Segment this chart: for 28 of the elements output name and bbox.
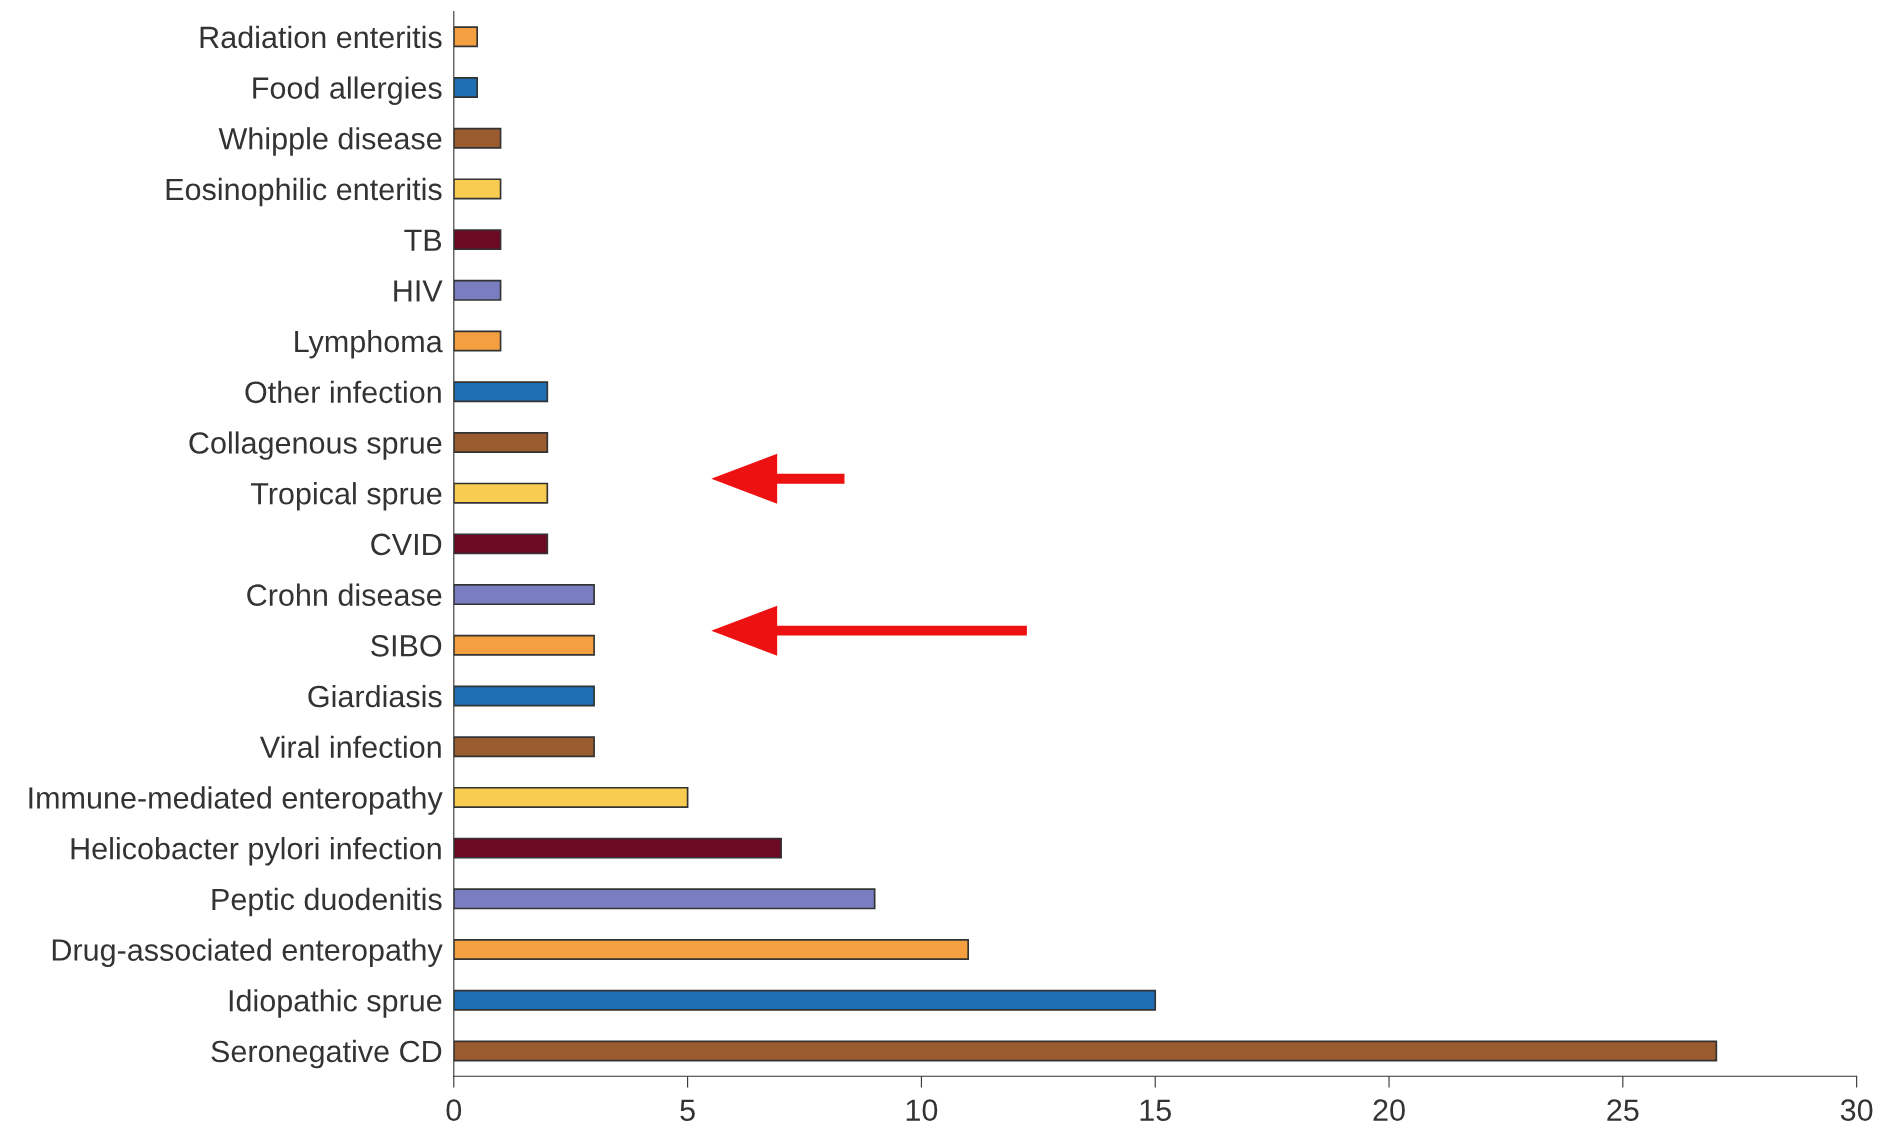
y-tick-label: Helicobacter pylori infection [71,837,441,866]
y-tick-label: Lymphoma [295,329,443,359]
y-tick-label: Idiopathic sprue [229,989,442,1018]
y-tick-label: Giardiasis [308,684,442,708]
x-tick-label: 0 [446,1099,462,1121]
x-tick-label: 10 [906,1099,938,1121]
y-tick-label: CVID [371,533,442,556]
x-tick-label: 25 [1607,1099,1639,1121]
y-tick-label: Other infection [245,380,441,404]
y-tick-label: Drug-associated enteropathy [52,938,443,967]
y-tick-label: Radiation enteritis [200,25,442,49]
y-tick-label: Tropical sprue [250,482,442,511]
y-tick-label: SIBO [371,635,442,657]
y-tick-label: Seronegative CD [211,1039,442,1069]
x-tick-label: 30 [1840,1099,1873,1121]
y-tick-label: Immune-mediated enteropathy [29,786,443,815]
y-tick-label: TB [404,229,442,251]
x-tick-label: 20 [1373,1099,1405,1121]
y-tick-label: Eosinophilic enteritis [166,177,442,207]
y-tick-label: Viral infection [259,735,441,759]
y-tick-label: Whipple disease [218,127,442,156]
y-tick-label: Peptic duodenitis [212,887,442,917]
y-tick-label: HIV [394,280,443,302]
y-tick-label: Collagenous sprue [189,431,442,460]
y-tick-label: Crohn disease [247,583,442,606]
y-tick-label: Food allergies [253,76,442,105]
x-tick-label: 5 [680,1099,695,1121]
x-tick-label: 15 [1140,1099,1171,1121]
